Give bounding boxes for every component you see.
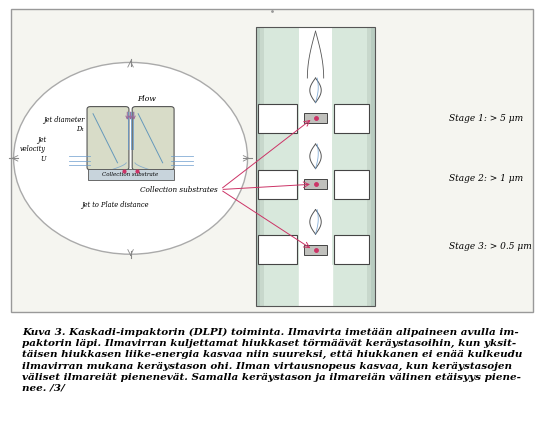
Text: Flow: Flow xyxy=(138,95,156,103)
Bar xyxy=(258,235,297,264)
Bar xyxy=(334,235,369,264)
Text: Stage 1: > 5 μm: Stage 1: > 5 μm xyxy=(449,114,523,123)
Text: Kuva 3. Kaskadi-impaktorin (DLPI) toiminta. Ilmavirta imetään alipaineen avulla : Kuva 3. Kaskadi-impaktorin (DLPI) toimin… xyxy=(22,328,522,393)
Text: Jet
velocity
U: Jet velocity U xyxy=(20,136,46,163)
Text: Collection substrate: Collection substrate xyxy=(102,172,159,177)
Bar xyxy=(304,113,327,123)
Bar xyxy=(88,169,174,180)
Bar xyxy=(256,27,375,306)
Text: Stage 3: > 0.5 μm: Stage 3: > 0.5 μm xyxy=(449,242,531,251)
FancyBboxPatch shape xyxy=(87,107,129,170)
Bar xyxy=(264,27,367,306)
Text: Jet diameter
D₁: Jet diameter D₁ xyxy=(43,116,84,133)
Bar xyxy=(334,104,369,133)
Circle shape xyxy=(14,62,248,254)
Bar xyxy=(299,303,332,306)
Bar xyxy=(299,27,332,306)
Bar xyxy=(256,27,375,306)
Bar xyxy=(260,27,371,306)
Bar xyxy=(304,245,327,255)
Bar xyxy=(258,170,297,199)
Bar xyxy=(304,179,327,189)
FancyBboxPatch shape xyxy=(132,107,174,170)
Text: Jet to Plate distance: Jet to Plate distance xyxy=(82,201,149,209)
Text: Stage 2: > 1 μm: Stage 2: > 1 μm xyxy=(449,174,523,183)
Text: Collection substrates: Collection substrates xyxy=(140,186,218,194)
Bar xyxy=(299,27,332,29)
Bar xyxy=(334,170,369,199)
Bar xyxy=(258,104,297,133)
Bar xyxy=(11,9,533,312)
